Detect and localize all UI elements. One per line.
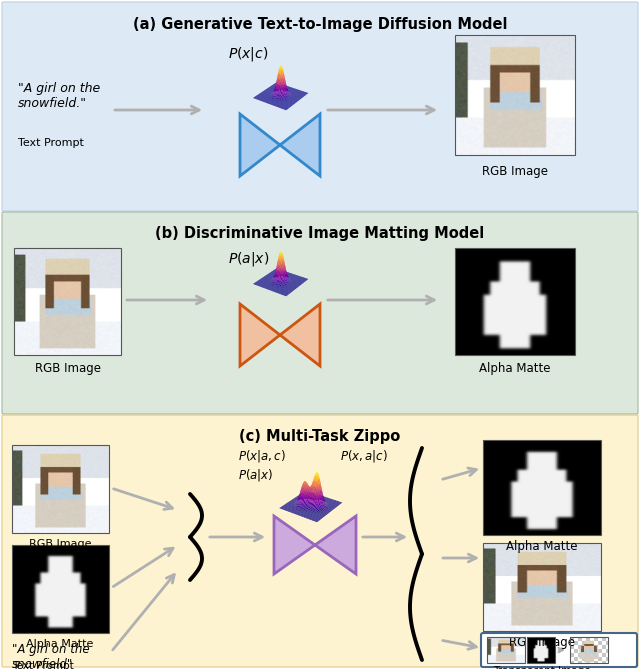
Polygon shape — [274, 516, 315, 574]
Text: Alpha Matte: Alpha Matte — [26, 639, 93, 649]
Text: Text Prompt: Text Prompt — [18, 138, 84, 148]
Text: $P(x,a|c)$: $P(x,a|c)$ — [340, 448, 388, 464]
Text: $P(a|x)$: $P(a|x)$ — [228, 250, 269, 268]
FancyBboxPatch shape — [2, 212, 638, 414]
FancyBboxPatch shape — [481, 633, 637, 667]
Text: RGB Image: RGB Image — [29, 539, 92, 549]
Text: Alpha Matte: Alpha Matte — [506, 540, 578, 553]
Text: $P(x|a,c)$: $P(x|a,c)$ — [238, 448, 286, 464]
Text: "A girl on the
snowfield": "A girl on the snowfield" — [12, 643, 90, 669]
Text: $P(a|x)$: $P(a|x)$ — [238, 467, 273, 483]
Text: $P(x|c)$: $P(x|c)$ — [228, 45, 269, 63]
Polygon shape — [280, 114, 320, 176]
Polygon shape — [240, 114, 280, 176]
Text: Alpha Matte: Alpha Matte — [479, 362, 551, 375]
Text: "A girl on the
snowfield.": "A girl on the snowfield." — [18, 82, 100, 110]
FancyBboxPatch shape — [2, 415, 638, 667]
Polygon shape — [315, 516, 356, 574]
Text: (a) Generative Text-to-Image Diffusion Model: (a) Generative Text-to-Image Diffusion M… — [132, 17, 508, 32]
FancyBboxPatch shape — [2, 2, 638, 211]
Text: Transparent Image: Transparent Image — [493, 666, 591, 669]
Text: (c) Multi-Task Zippo: (c) Multi-Task Zippo — [239, 429, 401, 444]
Text: RGB Image: RGB Image — [482, 165, 548, 178]
Text: RGB Image: RGB Image — [35, 362, 101, 375]
Polygon shape — [280, 304, 320, 366]
Polygon shape — [240, 304, 280, 366]
Text: (b) Discriminative Image Matting Model: (b) Discriminative Image Matting Model — [156, 226, 484, 241]
Text: RGB Image: RGB Image — [509, 636, 575, 649]
Text: Text Prompt: Text Prompt — [12, 661, 74, 669]
